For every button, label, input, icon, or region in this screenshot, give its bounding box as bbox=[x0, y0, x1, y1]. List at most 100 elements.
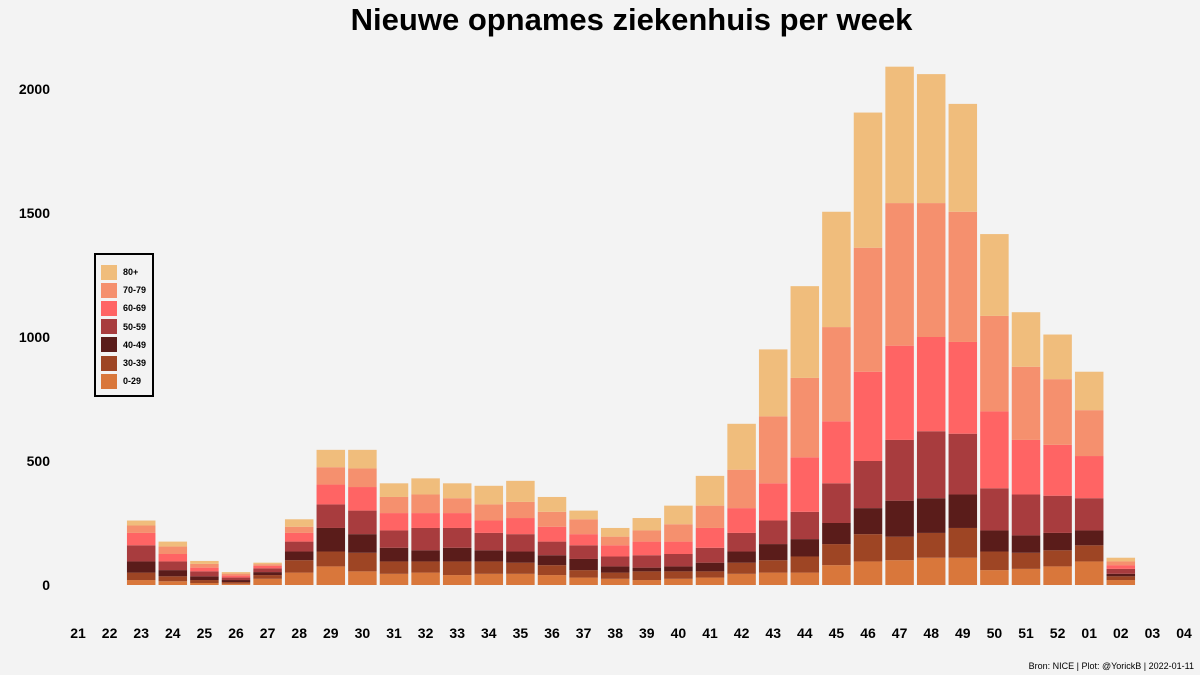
bar-segment-60-69-week-30 bbox=[348, 487, 377, 511]
bar-segment-40-49-week-25 bbox=[190, 576, 219, 581]
bar-segment-0-29-week-24 bbox=[158, 581, 188, 585]
x-tick-label: 32 bbox=[418, 625, 434, 641]
bar-segment-70-79-week-44 bbox=[790, 377, 820, 458]
bar-segment-70-79-week-31 bbox=[379, 496, 409, 514]
bar-segment-40-49-week-46 bbox=[853, 508, 883, 535]
bar-segment-70-79-week-30 bbox=[348, 468, 377, 488]
bar-segment-30-39-week-30 bbox=[348, 552, 377, 572]
bar-segment-60-69-week-50 bbox=[980, 411, 1009, 489]
bar-segment-80+-week-02 bbox=[1106, 557, 1136, 562]
bar-segment-0-29-week-37 bbox=[569, 577, 598, 585]
bar-segment-50-59-week-34 bbox=[474, 532, 504, 551]
bar-segment-70-79-week-35 bbox=[506, 501, 535, 519]
bar-segment-40-49-week-01 bbox=[1074, 530, 1104, 546]
legend-label: 80+ bbox=[123, 267, 139, 278]
bar-segment-50-59-week-02 bbox=[1106, 568, 1136, 574]
x-tick-label: 39 bbox=[639, 625, 655, 641]
bar-segment-0-29-week-27 bbox=[253, 578, 282, 585]
bar-segment-70-79-week-01 bbox=[1074, 410, 1104, 457]
bar-segment-30-39-week-45 bbox=[822, 544, 851, 566]
bar-segment-60-69-week-26 bbox=[221, 575, 251, 578]
legend-item: 80+ bbox=[101, 263, 152, 281]
legend-swatch bbox=[101, 264, 117, 280]
bar-segment-40-49-week-51 bbox=[1011, 535, 1041, 553]
bar-segment-60-69-week-49 bbox=[948, 341, 978, 434]
x-tick-label: 46 bbox=[860, 625, 876, 641]
bar-segment-0-29-week-49 bbox=[948, 557, 978, 585]
bar-segment-50-59-week-30 bbox=[348, 510, 377, 535]
bar-segment-40-49-week-34 bbox=[474, 550, 504, 562]
bar-segment-50-59-week-33 bbox=[442, 527, 472, 548]
legend-item: 30-39 bbox=[101, 354, 152, 372]
x-tick-label: 51 bbox=[1018, 625, 1034, 641]
legend-label: 60-69 bbox=[123, 303, 147, 314]
bar-segment-70-79-week-33 bbox=[442, 498, 472, 514]
bar-segment-50-59-week-29 bbox=[316, 504, 346, 528]
bar-segment-0-29-week-31 bbox=[379, 573, 409, 585]
chart-title: Nieuwe opnames ziekenhuis per week bbox=[350, 2, 913, 37]
bar-segment-30-39-week-38 bbox=[600, 572, 630, 579]
bar-segment-60-69-week-48 bbox=[916, 337, 946, 432]
bar-segment-80+-week-47 bbox=[885, 66, 914, 204]
bar-segment-80+-week-51 bbox=[1011, 312, 1041, 367]
bar-segment-80+-week-44 bbox=[790, 286, 820, 378]
x-tick-label: 31 bbox=[386, 625, 402, 641]
bar-segment-30-39-week-37 bbox=[569, 570, 598, 578]
bar-segment-60-69-week-29 bbox=[316, 484, 346, 505]
bar-segment-70-79-week-45 bbox=[822, 327, 851, 422]
bar-segment-50-59-week-28 bbox=[284, 541, 314, 552]
bar-segment-80+-week-31 bbox=[379, 483, 409, 497]
bar-segment-80+-week-26 bbox=[221, 572, 251, 574]
bar-segment-50-59-week-49 bbox=[948, 433, 978, 495]
bar-segment-40-49-week-47 bbox=[885, 500, 914, 537]
legend-label: 50-59 bbox=[123, 321, 147, 332]
bar-segment-0-29-week-33 bbox=[442, 575, 472, 585]
bar-segment-70-79-week-48 bbox=[916, 203, 946, 337]
bar-segment-0-29-week-01 bbox=[1074, 561, 1104, 585]
bar-segment-50-59-week-37 bbox=[569, 545, 598, 559]
legend-swatch bbox=[101, 282, 117, 298]
bar-segment-40-49-week-35 bbox=[506, 551, 535, 563]
bar-segment-80+-week-41 bbox=[695, 475, 725, 506]
x-tick-label: 42 bbox=[734, 625, 750, 641]
bar-segment-0-29-week-39 bbox=[632, 580, 662, 585]
bar-segment-40-49-week-40 bbox=[664, 566, 693, 572]
bar-segment-70-79-week-38 bbox=[600, 536, 630, 546]
bar-segment-80+-week-28 bbox=[284, 519, 314, 527]
bar-segment-50-59-week-50 bbox=[980, 488, 1009, 531]
bar-segment-30-39-week-35 bbox=[506, 562, 535, 574]
bar-segment-60-69-week-24 bbox=[158, 554, 188, 562]
bar-segment-30-39-week-49 bbox=[948, 527, 978, 558]
bar-segment-60-69-week-01 bbox=[1074, 456, 1104, 499]
bars bbox=[126, 66, 1136, 585]
bar-segment-0-29-week-40 bbox=[664, 578, 693, 585]
y-tick-label: 1500 bbox=[19, 205, 50, 221]
bar-segment-50-59-week-24 bbox=[158, 561, 188, 571]
legend-item: 70-79 bbox=[101, 281, 152, 299]
bar-segment-50-59-week-41 bbox=[695, 547, 725, 563]
bar-segment-30-39-week-36 bbox=[537, 565, 567, 576]
bar-segment-60-69-week-42 bbox=[727, 508, 756, 533]
bar-segment-50-59-week-46 bbox=[853, 461, 883, 509]
bar-segment-50-59-week-26 bbox=[221, 577, 251, 581]
bar-segment-50-59-week-51 bbox=[1011, 494, 1041, 536]
x-tick-label: 01 bbox=[1081, 625, 1097, 641]
bar-segment-0-29-week-38 bbox=[600, 578, 630, 585]
bar-segment-60-69-week-27 bbox=[253, 565, 282, 569]
bar-segment-0-29-week-41 bbox=[695, 577, 725, 585]
bar-segment-70-79-week-47 bbox=[885, 203, 914, 346]
y-tick-label: 500 bbox=[27, 453, 51, 469]
bar-segment-70-79-week-25 bbox=[190, 563, 219, 568]
bar-segment-40-49-week-39 bbox=[632, 567, 662, 572]
bar-segment-80+-week-38 bbox=[600, 527, 630, 537]
bar-segment-30-39-week-47 bbox=[885, 536, 914, 561]
bar-segment-80+-week-32 bbox=[411, 478, 440, 495]
bar-segment-40-49-week-36 bbox=[537, 555, 567, 566]
bar-segment-30-39-week-02 bbox=[1106, 576, 1136, 581]
bar-segment-40-49-week-29 bbox=[316, 527, 346, 552]
y-axis: 0 500 1000 1500 2000 bbox=[19, 81, 50, 593]
legend-item: 40-49 bbox=[101, 336, 152, 354]
bar-segment-60-69-week-44 bbox=[790, 457, 820, 512]
legend-swatch bbox=[101, 319, 117, 335]
